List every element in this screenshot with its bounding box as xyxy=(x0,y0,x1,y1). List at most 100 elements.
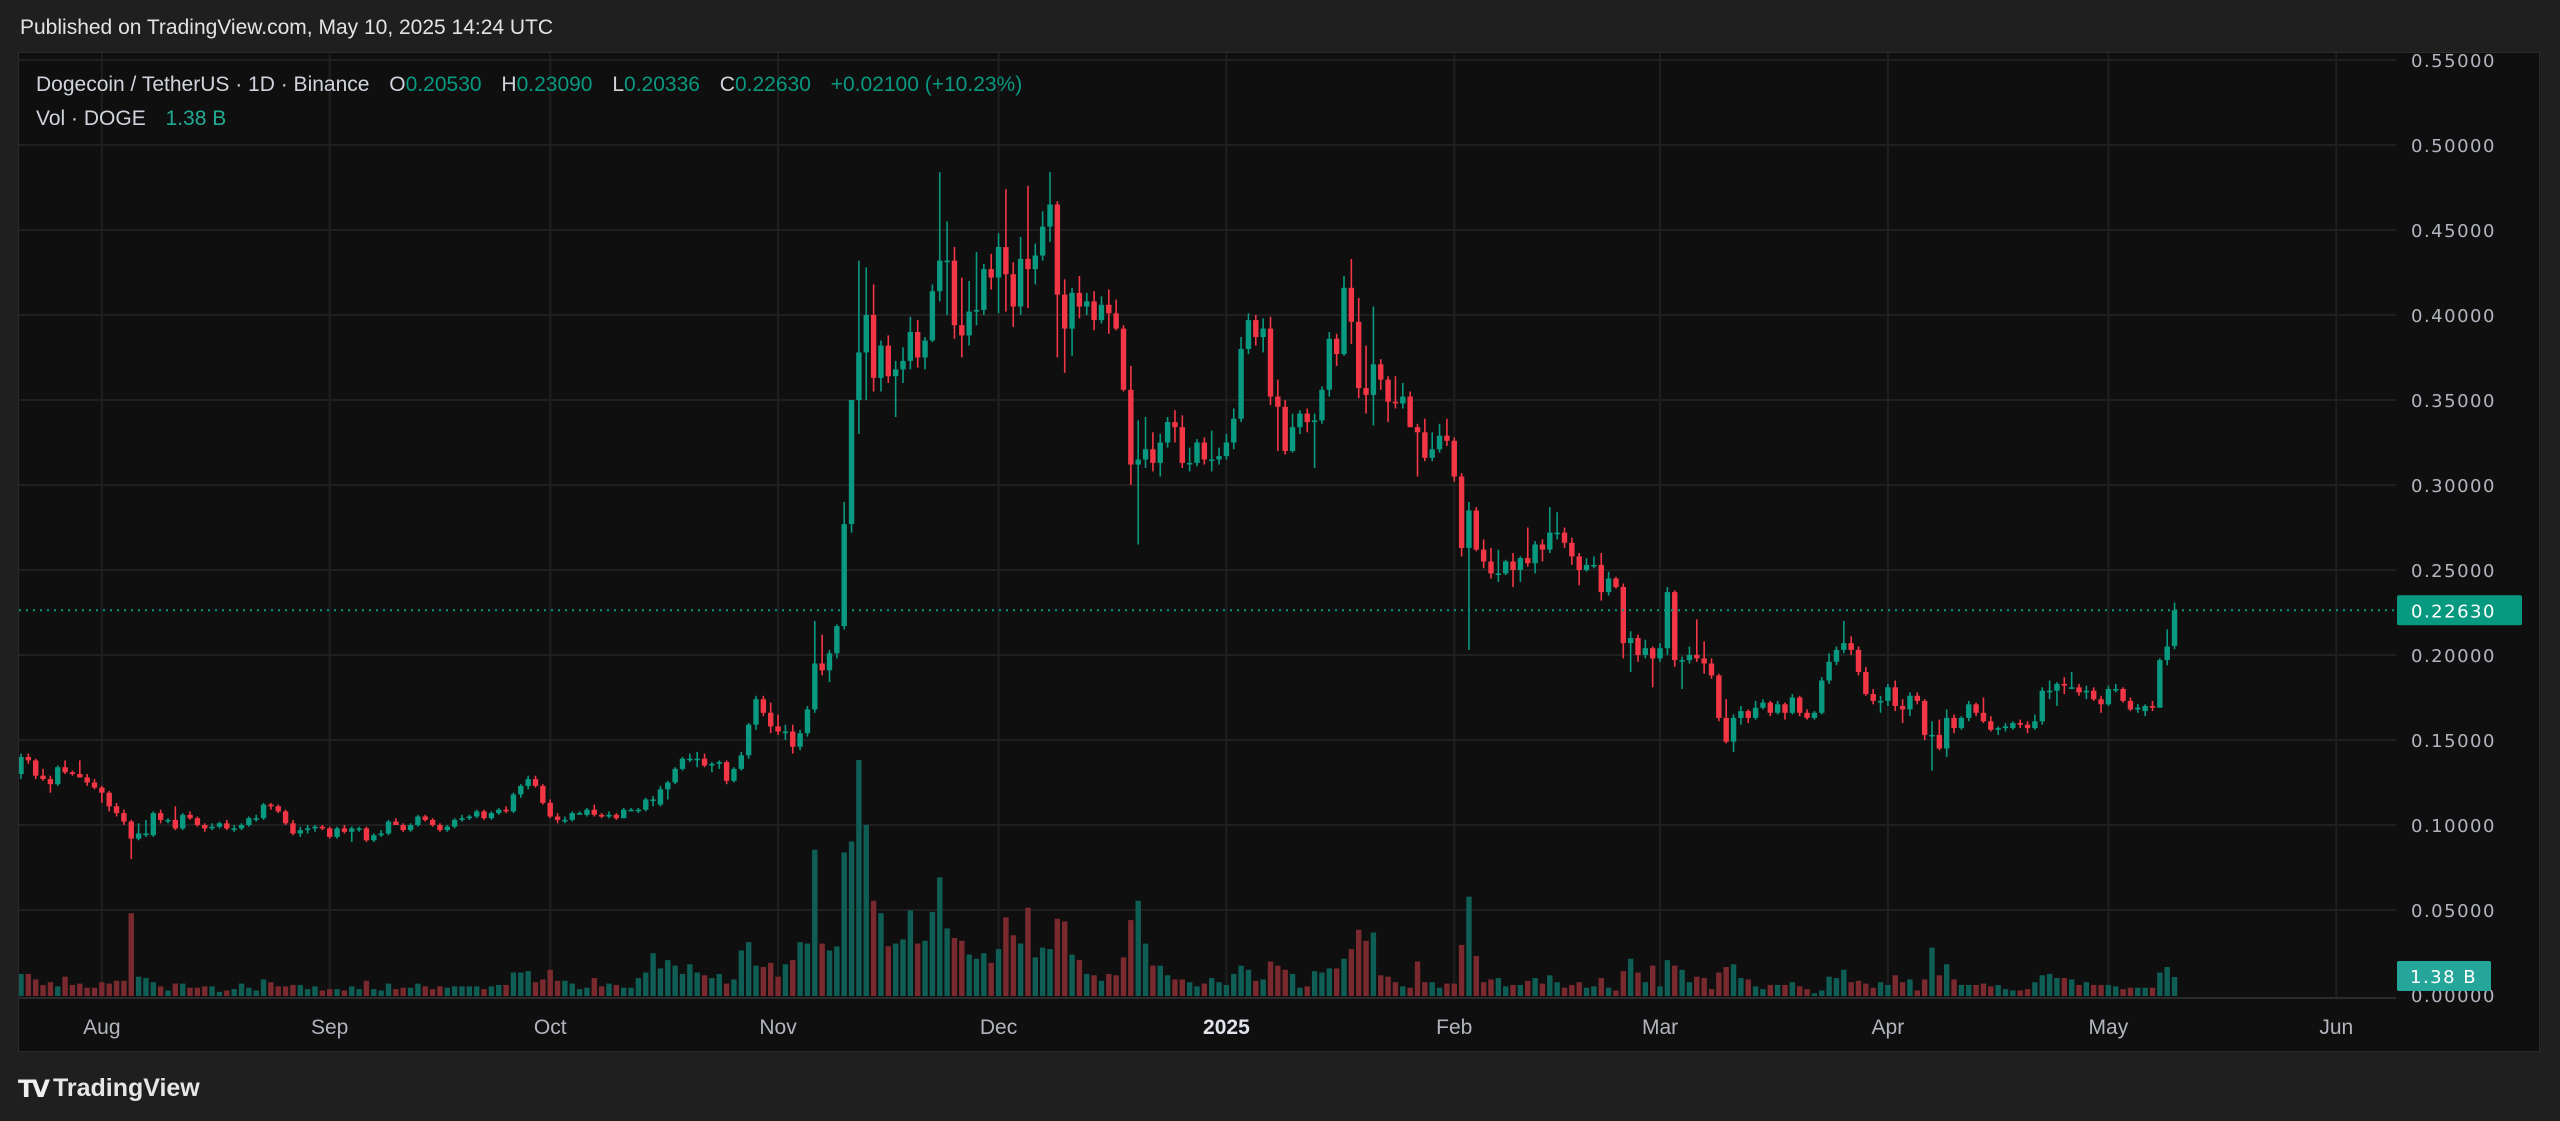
candle-body xyxy=(1348,287,1355,322)
candle-body xyxy=(341,828,348,832)
candle-body xyxy=(598,814,605,817)
volume-bar xyxy=(62,976,68,996)
time-tick-label: Mar xyxy=(1642,1016,1678,1039)
tradingview-brand[interactable]: TV TradingView xyxy=(18,1074,200,1103)
volume-bar xyxy=(2149,987,2156,996)
candle xyxy=(290,819,296,836)
volume-bar xyxy=(812,849,818,996)
candle-body xyxy=(1708,663,1715,676)
candle-body xyxy=(1958,717,1965,729)
candle-body xyxy=(474,811,480,817)
candle-body xyxy=(1797,697,1803,713)
candle xyxy=(1973,702,1979,717)
time-axis[interactable]: Aug Sep Oct Nov Dec 2025 Feb Mar Apr May Jun xyxy=(83,1016,2353,1039)
chart-panel[interactable] xyxy=(18,52,2540,1052)
candle xyxy=(1480,539,1487,569)
candle xyxy=(1899,699,1906,723)
volume-bar xyxy=(503,984,509,996)
volume-bar xyxy=(1870,987,1876,996)
candle xyxy=(47,775,54,793)
candle xyxy=(1569,537,1575,565)
candle xyxy=(1789,694,1796,715)
symbol-legend[interactable]: Dogecoin / TetherUS · 1D · Binance O0.20… xyxy=(36,68,1022,136)
candle-body xyxy=(2046,690,2053,693)
candle xyxy=(1583,558,1590,572)
volume-bar xyxy=(1605,987,1612,996)
candle xyxy=(826,649,833,683)
candle xyxy=(900,347,906,383)
volume-bar xyxy=(55,986,61,996)
candle xyxy=(2142,704,2148,717)
candle xyxy=(1863,666,1869,696)
candle-body xyxy=(1569,542,1575,557)
candle xyxy=(1473,507,1479,552)
candle-body xyxy=(1870,694,1876,701)
candle-body xyxy=(1613,578,1619,587)
candle xyxy=(1774,700,1781,715)
candle-body xyxy=(988,269,994,278)
candle xyxy=(672,767,678,785)
volume-bar xyxy=(1480,982,1487,996)
candle xyxy=(106,791,112,812)
volume-bar xyxy=(1311,971,1318,996)
price-tick-label: 0.15000 xyxy=(2411,731,2496,752)
volume-bar xyxy=(657,968,664,996)
candle-body xyxy=(1363,388,1369,395)
candle-body xyxy=(1458,476,1465,548)
candle-body xyxy=(1106,304,1112,314)
candle-body xyxy=(510,794,517,812)
volume-bar xyxy=(231,989,237,996)
candle xyxy=(246,816,252,827)
change-value: +0.02100 (+10.23%) xyxy=(830,73,1023,96)
candle-body xyxy=(400,825,406,831)
candle-body xyxy=(1782,704,1788,713)
candle-body xyxy=(1789,697,1796,713)
volume-bar xyxy=(1591,986,1597,996)
candle-body xyxy=(804,709,811,734)
candle-body xyxy=(2083,690,2090,693)
volume-indicator-label[interactable]: Vol · DOGE xyxy=(36,107,146,130)
candle-body xyxy=(569,813,575,820)
candle-body xyxy=(1503,561,1509,574)
volume-bar xyxy=(1422,982,1428,996)
candle-body xyxy=(966,311,972,336)
candle-body xyxy=(892,369,899,377)
volume-bar xyxy=(1333,968,1340,996)
ohlc-row: Dogecoin / TetherUS · 1D · Binance O0.20… xyxy=(36,68,1022,102)
volume-bar xyxy=(863,824,869,996)
candle-body xyxy=(2142,706,2148,712)
volume-bar xyxy=(1098,980,1105,996)
volume-bar xyxy=(437,986,443,996)
candle-body xyxy=(393,821,399,825)
candle xyxy=(157,809,164,824)
volume-bar xyxy=(1855,980,1862,996)
volume-bar xyxy=(1039,947,1046,996)
volume-bar xyxy=(2068,979,2075,996)
volume-bar xyxy=(973,958,980,996)
candle xyxy=(1650,646,1656,688)
volume-bar xyxy=(2091,984,2097,996)
candle-body xyxy=(1841,643,1847,650)
candle-body xyxy=(929,291,936,341)
volume-bar xyxy=(319,990,326,996)
volume-bar xyxy=(907,910,914,996)
candle-body xyxy=(385,821,392,834)
candle xyxy=(892,360,899,417)
price-axis[interactable]: 0.55000 0.50000 0.45000 0.40000 0.35000 0.300… xyxy=(2411,51,2496,1007)
volume-bar xyxy=(349,986,355,996)
candle-series xyxy=(19,172,2178,859)
volume-bar xyxy=(1752,986,1759,996)
candle xyxy=(2098,695,2104,713)
candle xyxy=(723,760,730,785)
candle xyxy=(1745,709,1751,723)
candle xyxy=(481,809,487,820)
volume-bar xyxy=(1708,989,1715,996)
candle-body xyxy=(1098,304,1105,321)
candle-body xyxy=(84,777,90,783)
volume-bar xyxy=(1841,969,1847,996)
candle-body xyxy=(224,823,230,829)
candle-body xyxy=(1341,287,1347,355)
symbol-title[interactable]: Dogecoin / TetherUS · 1D · Binance xyxy=(36,73,370,96)
volume-bar xyxy=(966,954,972,996)
